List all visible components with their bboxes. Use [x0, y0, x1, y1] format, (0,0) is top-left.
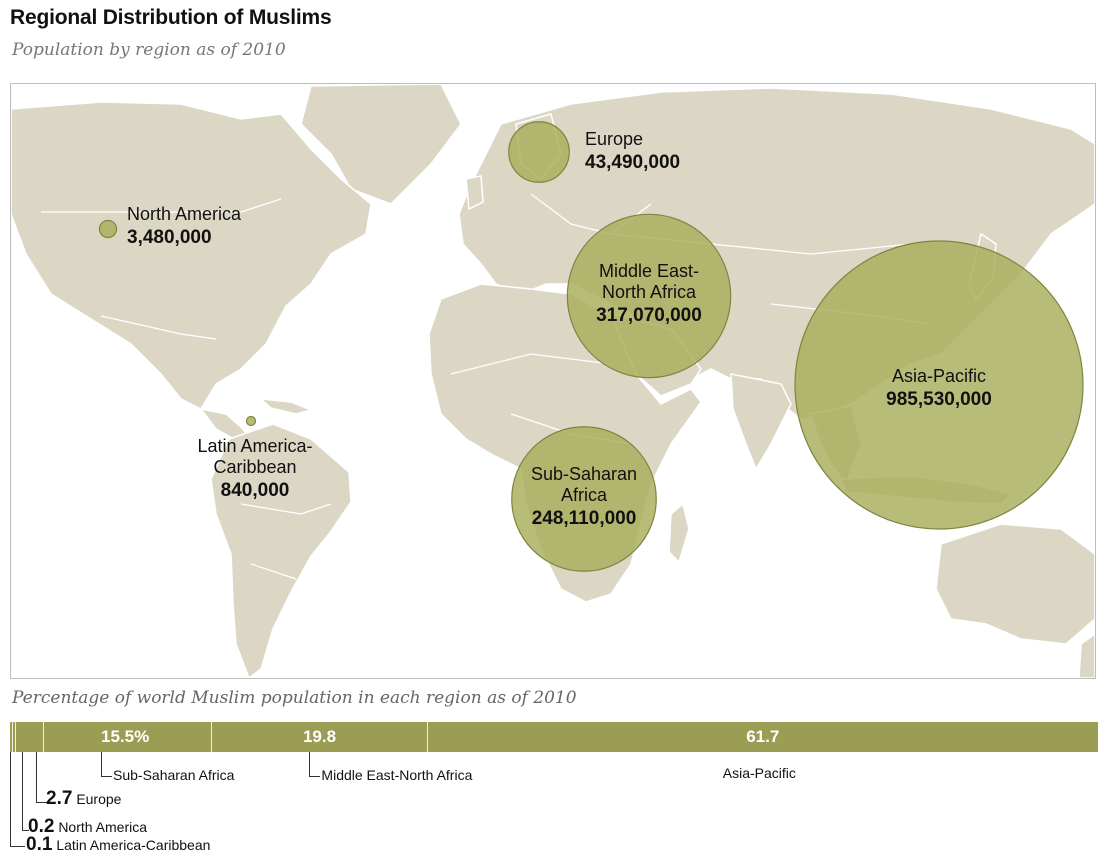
- bar-segment-1: [13, 722, 16, 752]
- bar-segment-3: 15.5%: [44, 722, 213, 752]
- region-circle-asia-pacific: [794, 240, 1084, 530]
- border-us-mexico: [100, 315, 217, 340]
- region-label-latin-america-caribbean: Latin America-: [197, 436, 312, 456]
- bar-segment-4: 19.8: [212, 722, 428, 752]
- region-circle-europe: [508, 121, 570, 183]
- annotation-region: Middle East-North Africa: [321, 767, 473, 783]
- annotation-value: 2.7: [46, 788, 73, 809]
- land-south-america: [210, 423, 352, 678]
- chart-subtitle: Population by region as of 2010: [12, 40, 286, 60]
- bar-segment-value: 61.7: [746, 727, 780, 746]
- region-value-latin-america-caribbean: 840,000: [221, 480, 290, 501]
- border-south-america: [240, 503, 332, 515]
- annotation-5: Asia-Pacific: [723, 765, 796, 781]
- region-label-sub-saharan-africa: Sub-Saharan: [531, 464, 637, 484]
- bar-segment-2: [16, 722, 44, 752]
- border-south-america-south: [250, 563, 297, 580]
- world-map: North America 3,480,000 Europe 43,490,000 Mi…: [10, 83, 1096, 679]
- land-new-zealand: [1078, 633, 1095, 678]
- region-circles: North America 3,480,000 Europe 43,490,000 Mi…: [98, 121, 1084, 572]
- region-value-asia-pacific: 985,530,000: [886, 389, 992, 410]
- annotation-region: Asia-Pacific: [722, 765, 796, 781]
- region-label-north-america: North America: [127, 204, 242, 224]
- region-label-asia-pacific: Asia-Pacific: [892, 366, 986, 386]
- bar-segment-5: 61.7: [427, 722, 1098, 752]
- land-australia: [935, 523, 1095, 645]
- annotation-leader-line: [22, 752, 29, 831]
- region-value-europe: 43,490,000: [585, 152, 680, 173]
- region-circle-sub-saharan-africa: [511, 426, 657, 572]
- annotation-value: 0.1: [26, 834, 53, 855]
- annotation-2: 2.7 Europe: [46, 788, 121, 810]
- annotation-1: 0.2 North America: [28, 816, 147, 838]
- annotation-leader-line: [36, 752, 47, 803]
- chart-title: Regional Distribution of Muslims: [10, 6, 332, 29]
- bar-segment-value: 19.8: [302, 727, 337, 746]
- map-canvas: North America 3,480,000 Europe 43,490,000 Mi…: [11, 84, 1095, 678]
- land-india: [730, 373, 792, 471]
- annotation-region: Latin America-Caribbean: [56, 837, 211, 853]
- region-label-latin-america-caribbean: Caribbean: [213, 457, 296, 477]
- region-label-middle-east-north-africa: North Africa: [602, 282, 697, 302]
- region-value-north-america: 3,480,000: [127, 227, 212, 248]
- region-label-middle-east-north-africa: Middle East-: [599, 261, 699, 281]
- land-caribbean: [258, 398, 314, 415]
- annotation-3: Sub-Saharan Africa: [113, 767, 234, 783]
- annotation-leader-line: [10, 752, 25, 847]
- land-british-isles: [465, 175, 484, 211]
- bar-segment-0: [10, 722, 13, 752]
- region-circle-north-america: [98, 219, 118, 239]
- percentage-bar: 15.5% 19.8 61.7: [10, 722, 1098, 752]
- bar-caption: Percentage of world Muslim population in…: [12, 688, 577, 708]
- land-north-america: [11, 101, 372, 410]
- region-circle-middle-east-north-africa: [566, 213, 732, 379]
- annotation-4: Middle East-North Africa: [321, 767, 472, 783]
- region-label-sub-saharan-africa: Africa: [561, 485, 608, 505]
- annotation-0: 0.1 Latin America-Caribbean: [26, 834, 210, 856]
- annotation-region: Sub-Saharan Africa: [113, 767, 235, 783]
- bar-segment-value: 15.5%: [101, 727, 150, 746]
- annotation-region: Europe: [76, 791, 122, 807]
- region-label-europe: Europe: [585, 129, 643, 149]
- annotation-value: 0.2: [28, 816, 55, 837]
- region-value-sub-saharan-africa: 248,110,000: [532, 508, 637, 529]
- land-madagascar: [668, 502, 690, 564]
- border-sahara: [450, 353, 612, 375]
- annotation-region: North America: [58, 819, 148, 835]
- annotation-leader-line: [101, 752, 112, 777]
- border-us-canada: [41, 198, 282, 213]
- region-value-middle-east-north-africa: 317,070,000: [596, 305, 702, 326]
- region-circle-latin-america-caribbean: [245, 415, 257, 427]
- annotation-leader-line: [309, 752, 321, 777]
- land-greenland: [300, 84, 462, 205]
